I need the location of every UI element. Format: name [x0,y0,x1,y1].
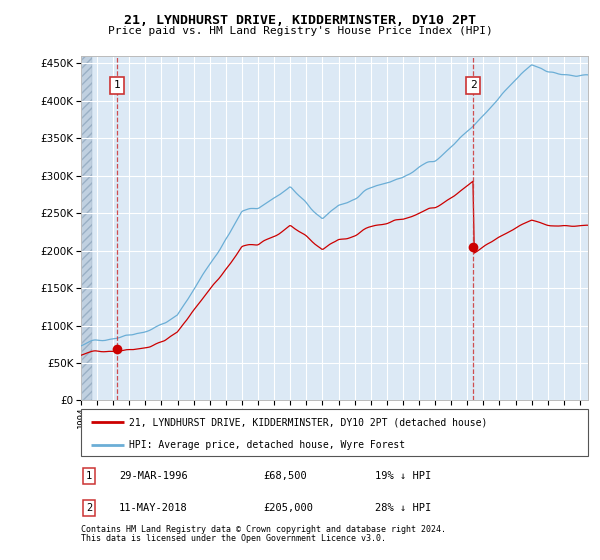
Text: £205,000: £205,000 [263,503,314,514]
Text: 11-MAY-2018: 11-MAY-2018 [119,503,188,514]
Text: Contains HM Land Registry data © Crown copyright and database right 2024.: Contains HM Land Registry data © Crown c… [81,525,446,534]
Text: 28% ↓ HPI: 28% ↓ HPI [375,503,431,514]
Text: This data is licensed under the Open Government Licence v3.0.: This data is licensed under the Open Gov… [81,534,386,543]
Text: 1: 1 [86,471,92,480]
Text: 2: 2 [470,80,476,90]
Text: Price paid vs. HM Land Registry's House Price Index (HPI): Price paid vs. HM Land Registry's House … [107,26,493,36]
Text: 1: 1 [113,80,121,90]
Text: HPI: Average price, detached house, Wyre Forest: HPI: Average price, detached house, Wyre… [129,440,405,450]
Text: 21, LYNDHURST DRIVE, KIDDERMINSTER, DY10 2PT (detached house): 21, LYNDHURST DRIVE, KIDDERMINSTER, DY10… [129,417,488,427]
Text: 19% ↓ HPI: 19% ↓ HPI [375,471,431,480]
Text: 29-MAR-1996: 29-MAR-1996 [119,471,188,480]
Bar [81,56,92,400]
Text: 2: 2 [86,503,92,514]
Text: £68,500: £68,500 [263,471,307,480]
Text: 21, LYNDHURST DRIVE, KIDDERMINSTER, DY10 2PT: 21, LYNDHURST DRIVE, KIDDERMINSTER, DY10… [124,14,476,27]
FancyBboxPatch shape [81,409,588,456]
